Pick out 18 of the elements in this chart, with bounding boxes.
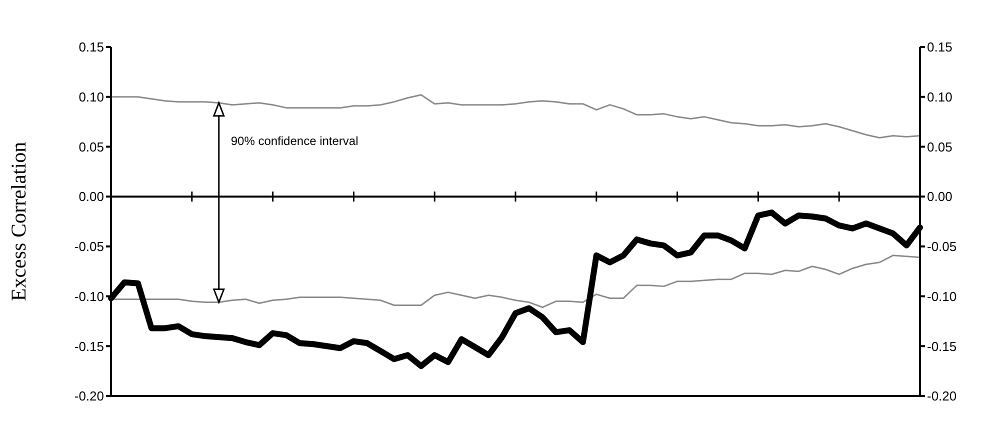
y-axis-title: Excess Correlation — [6, 141, 30, 302]
y2-tick-label: -0.10 — [927, 288, 957, 304]
y-tick-label: -0.20 — [74, 388, 104, 404]
y2-tick-label: -0.05 — [927, 239, 957, 254]
y-tick-label: 0.10 — [78, 89, 104, 104]
y2-tick-label: -0.20 — [927, 388, 957, 404]
y2-tick-label: 0.05 — [927, 139, 952, 154]
y-tick-label: 0.15 — [78, 40, 104, 55]
y2-tick-label: -0.15 — [927, 338, 957, 354]
y-tick-label: 0.00 — [78, 189, 104, 204]
annotation: 90% confidence interval — [230, 134, 358, 148]
y2-tick-label: 0.00 — [927, 189, 952, 204]
y-tick-label: -0.10 — [74, 288, 104, 304]
y-tick-label: -0.15 — [74, 338, 104, 354]
y-tick-label: -0.05 — [74, 239, 104, 254]
y2-tick-label: 0.10 — [927, 89, 952, 104]
y-tick-label: 0.05 — [78, 139, 104, 154]
y2-tick-label: 0.15 — [927, 40, 952, 55]
